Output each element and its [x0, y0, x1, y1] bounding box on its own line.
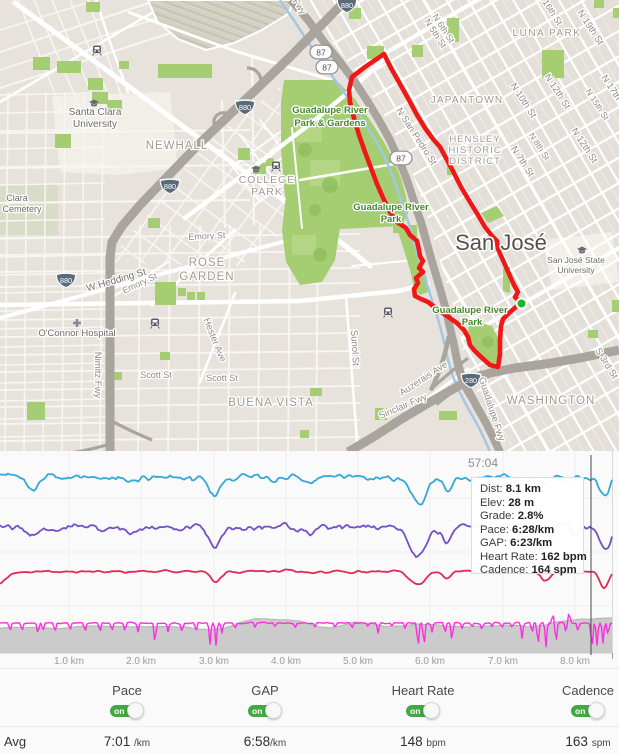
svg-text:Clara: Clara — [6, 193, 28, 203]
svg-text:1.0 km: 1.0 km — [54, 656, 84, 667]
svg-text:2.0 km: 2.0 km — [126, 656, 156, 667]
svg-text:880: 880 — [239, 103, 251, 112]
svg-text:WASHINGTON: WASHINGTON — [507, 395, 596, 407]
svg-text:Scott St: Scott St — [140, 370, 172, 380]
svg-text:GARDEN: GARDEN — [179, 271, 234, 283]
svg-text:880: 880 — [60, 276, 72, 285]
svg-text:ROSE: ROSE — [189, 257, 226, 269]
svg-text:NEWHALL: NEWHALL — [146, 140, 209, 152]
svg-text:Park & Gardens: Park & Gardens — [294, 118, 365, 129]
svg-text:7.0 km: 7.0 km — [488, 656, 518, 667]
svg-text:5.0 km: 5.0 km — [343, 656, 373, 667]
svg-text:Sunol St: Sunol St — [348, 330, 361, 367]
svg-text:University: University — [73, 119, 117, 130]
svg-text:PARK: PARK — [251, 186, 283, 198]
svg-text:HENSLEY: HENSLEY — [449, 134, 500, 145]
svg-text:880: 880 — [164, 182, 176, 191]
svg-text:University: University — [557, 265, 595, 275]
svg-text:87: 87 — [316, 47, 326, 57]
svg-text:LUNA PARK: LUNA PARK — [513, 28, 582, 39]
svg-text:BUENA VISTA: BUENA VISTA — [228, 397, 314, 409]
svg-text:3.0 km: 3.0 km — [199, 656, 229, 667]
svg-text:Park: Park — [381, 214, 402, 225]
svg-text:Guadalupe River: Guadalupe River — [353, 202, 429, 213]
svg-text:880: 880 — [341, 1, 353, 10]
svg-text:4.0 km: 4.0 km — [271, 656, 301, 667]
svg-text:280: 280 — [465, 376, 477, 385]
svg-text:JAPANTOWN: JAPANTOWN — [431, 95, 504, 106]
svg-text:Nimitz Fwy: Nimitz Fwy — [92, 352, 103, 399]
svg-text:87: 87 — [322, 62, 332, 72]
svg-text:Scott St: Scott St — [206, 373, 238, 383]
svg-text:Guadalupe River: Guadalupe River — [292, 105, 368, 116]
svg-text:San José State: San José State — [547, 255, 605, 265]
svg-text:HISTORIC: HISTORIC — [448, 145, 501, 156]
svg-text:DISTRICT: DISTRICT — [449, 156, 501, 167]
svg-text:Emory St: Emory St — [188, 230, 226, 242]
svg-text:Cemetery: Cemetery — [2, 204, 42, 214]
svg-text:6.0 km: 6.0 km — [415, 656, 445, 667]
svg-text:Guadalupe River: Guadalupe River — [432, 305, 508, 316]
svg-text:Park: Park — [462, 317, 483, 328]
svg-text:COLLEGE: COLLEGE — [239, 174, 296, 186]
svg-text:San José: San José — [455, 230, 547, 255]
svg-text:Santa Clara: Santa Clara — [69, 107, 122, 118]
svg-text:O'Connor Hospital: O'Connor Hospital — [38, 328, 115, 339]
svg-text:8.0 km: 8.0 km — [560, 656, 590, 667]
svg-text:87: 87 — [396, 153, 406, 163]
